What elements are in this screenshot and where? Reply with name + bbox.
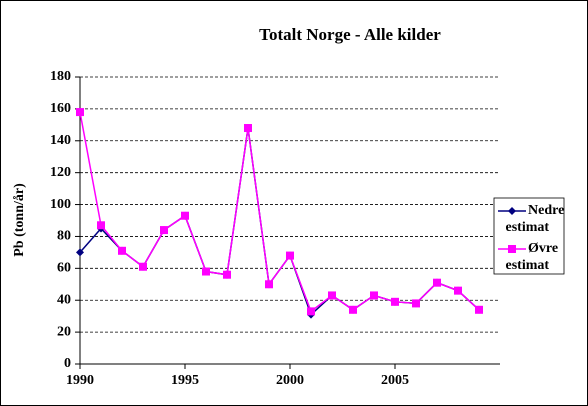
y-tick-label: 20: [57, 324, 71, 339]
x-tick-label: 1990: [66, 373, 94, 388]
data-point: [76, 248, 84, 257]
data-point: [160, 226, 168, 235]
data-point: [349, 305, 357, 314]
data-point: [181, 211, 189, 220]
x-tick-label: 1995: [171, 373, 199, 388]
data-point: [433, 278, 441, 287]
data-point: [244, 124, 252, 133]
data-point: [265, 280, 273, 289]
y-tick-label: 40: [57, 292, 71, 307]
data-point: [328, 291, 336, 300]
data-point: [391, 297, 399, 306]
legend-marker: [508, 245, 516, 253]
y-tick-label: 0: [64, 356, 71, 371]
legend-label: Øvre estimat: [502, 241, 558, 273]
y-tick-label: 160: [50, 101, 71, 116]
y-tick-label: 140: [50, 133, 71, 148]
data-point: [202, 267, 210, 276]
y-tick-label: 100: [50, 197, 71, 212]
legend-marker: [508, 207, 516, 215]
y-axis-label: Pb (tonn/år): [12, 183, 27, 257]
data-point: [223, 270, 231, 279]
data-point: [97, 221, 105, 230]
y-tick-label: 60: [57, 261, 71, 276]
data-point: [118, 246, 126, 255]
data-point: [76, 108, 84, 117]
data-point: [139, 262, 147, 271]
x-tick-label: 2005: [381, 373, 409, 388]
chart-title: Totalt Norge - Alle kilder: [259, 25, 441, 44]
y-tick-label: 180: [50, 69, 71, 84]
y-tick-label: 80: [57, 229, 71, 244]
legend-label: Nedre estimat: [502, 203, 564, 235]
data-point: [454, 286, 462, 295]
data-point: [286, 251, 294, 260]
data-point: [412, 299, 420, 308]
data-point: [370, 291, 378, 300]
y-tick-label: 120: [50, 165, 71, 180]
data-point: [475, 305, 483, 314]
x-tick-label: 2000: [276, 373, 304, 388]
data-point: [307, 307, 315, 316]
